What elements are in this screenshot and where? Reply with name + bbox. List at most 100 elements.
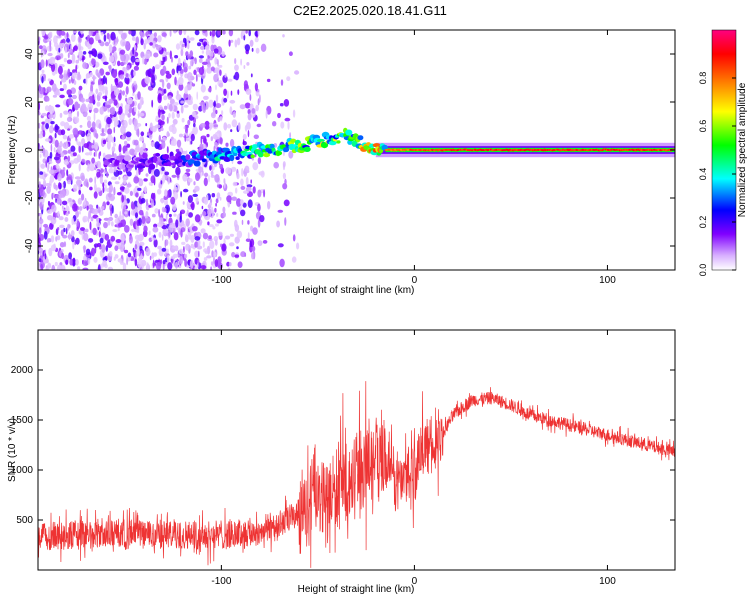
- noise-cell: [92, 227, 97, 236]
- noise-cell: [114, 77, 119, 86]
- noise-cell: [165, 73, 172, 79]
- noise-cell: [215, 94, 219, 103]
- ridge-cell: [320, 142, 329, 149]
- noise-cell: [78, 85, 83, 91]
- noise-cell: [216, 219, 223, 224]
- noise-cell: [66, 59, 73, 65]
- noise-cell: [120, 125, 126, 135]
- noise-cell: [151, 40, 157, 49]
- noise-cell: [46, 185, 51, 194]
- colorbar-tick-label: 0.0: [698, 264, 708, 277]
- noise-cell: [247, 130, 250, 138]
- noise-cell: [291, 256, 297, 263]
- noise-cell: [282, 161, 286, 168]
- noise-cell: [225, 167, 232, 175]
- noise-cell: [171, 126, 177, 135]
- y-tick-label: 20: [24, 96, 35, 108]
- noise-cell: [230, 39, 234, 43]
- noise-cell: [188, 178, 193, 183]
- noise-cell: [226, 123, 232, 129]
- ridge-cell: [381, 144, 388, 151]
- noise-cell: [66, 116, 73, 122]
- noise-cell: [176, 110, 180, 114]
- noise-cell: [176, 227, 180, 231]
- noise-cell: [124, 211, 128, 215]
- ridge-cell: [250, 154, 255, 159]
- noise-cell: [76, 154, 81, 163]
- noise-cell: [95, 187, 102, 192]
- noise-cell: [130, 201, 135, 210]
- noise-cell: [198, 105, 203, 112]
- noise-cell: [87, 215, 90, 223]
- noise-cell: [254, 30, 259, 37]
- noise-cell: [93, 128, 97, 138]
- noise-cell: [175, 148, 180, 153]
- noise-cell: [178, 133, 184, 138]
- noise-cell: [108, 98, 114, 104]
- noise-cell: [98, 91, 103, 97]
- noise-cell: [93, 142, 99, 150]
- noise-cell: [63, 70, 68, 74]
- noise-cell: [60, 229, 64, 237]
- noise-cell: [184, 253, 188, 259]
- x-tick-label: 0: [412, 275, 418, 286]
- noise-cell: [59, 242, 65, 248]
- noise-cell: [161, 234, 164, 241]
- noise-cell: [260, 43, 267, 52]
- noise-cell: [39, 184, 44, 194]
- noise-cell: [185, 150, 188, 156]
- noise-cell: [100, 206, 105, 210]
- noise-cell: [236, 172, 240, 180]
- noise-cell: [160, 259, 163, 265]
- noise-cell: [73, 184, 78, 192]
- noise-cell: [252, 186, 256, 194]
- ridge-cell: [251, 144, 259, 149]
- noise-cell: [168, 213, 172, 218]
- noise-cell: [40, 259, 43, 263]
- noise-cell: [217, 231, 223, 236]
- noise-cell: [84, 228, 89, 233]
- noise-cell: [137, 91, 141, 100]
- noise-cell: [95, 69, 99, 76]
- noise-cell: [231, 251, 236, 258]
- noise-cell: [137, 260, 143, 268]
- noise-cell: [59, 189, 66, 198]
- noise-cell: [96, 101, 101, 107]
- noise-cell: [97, 53, 103, 59]
- noise-cell: [77, 130, 84, 135]
- noise-cell: [122, 208, 126, 217]
- noise-cell: [88, 37, 94, 45]
- noise-cell: [181, 43, 185, 48]
- noise-cell: [66, 89, 72, 96]
- noise-cell: [245, 176, 249, 186]
- noise-cell: [78, 210, 81, 215]
- noise-cell: [185, 243, 191, 251]
- noise-cell: [79, 206, 83, 211]
- noise-cell: [162, 262, 165, 270]
- noise-cell: [215, 84, 217, 91]
- noise-cell: [91, 247, 95, 257]
- noise-cell: [39, 86, 44, 95]
- noise-cell: [108, 44, 113, 53]
- noise-cell: [228, 262, 232, 267]
- noise-cell: [162, 259, 166, 265]
- noise-cell: [81, 138, 86, 146]
- noise-cell: [96, 217, 100, 224]
- noise-cell: [277, 209, 284, 213]
- noise-cell: [143, 225, 148, 233]
- noise-cell: [119, 49, 126, 55]
- noise-cell: [44, 35, 49, 40]
- noise-cell: [110, 207, 112, 217]
- noise-cell: [207, 221, 210, 226]
- ridge-cell: [201, 158, 207, 163]
- noise-cell: [186, 138, 189, 142]
- noise-cell: [202, 241, 205, 248]
- noise-cell: [126, 97, 133, 105]
- noise-cell: [157, 90, 163, 95]
- noise-cell: [255, 47, 260, 54]
- noise-cell: [47, 161, 50, 171]
- noise-cell: [151, 213, 156, 218]
- noise-cell: [198, 55, 204, 59]
- noise-cell: [38, 133, 44, 139]
- noise-cell: [55, 104, 61, 108]
